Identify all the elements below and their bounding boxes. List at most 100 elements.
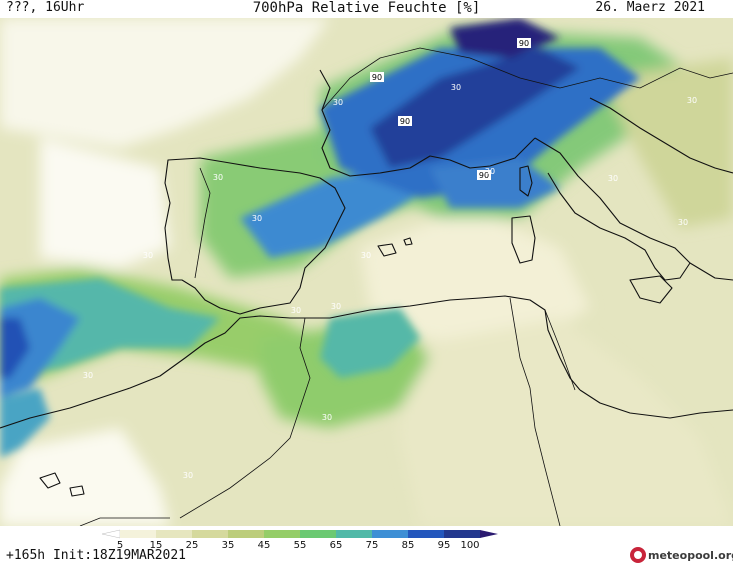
legend-swatch [444,530,481,538]
core-atlantic-dark [0,318,30,378]
brand-name: meteopool.org [648,548,733,562]
legend-swatch [372,530,409,538]
map-footer: 5 15 25 35 45 55 65 75 85 95 100 +165h Init:18Z19M… [0,526,733,566]
legend-swatch [264,530,301,538]
core-morocco-teal [320,308,420,378]
svg-text:90: 90 [372,73,382,82]
border-spain-portugal [194,167,211,279]
coast-canaries [39,472,85,497]
meteopool-logo[interactable]: meteopool.org [630,546,733,564]
coast-france [319,69,536,177]
legend-tick-label: 100 [460,540,479,551]
legend-tick-label: 75 [366,540,379,551]
coast-libya [579,389,733,419]
svg-text:30: 30 [485,167,495,176]
svg-text:30: 30 [252,214,262,223]
moist-belt-balkans [600,58,733,228]
legend-arrow-high [480,530,498,538]
svg-text:90: 90 [519,39,529,48]
svg-text:30: 30 [331,302,341,311]
legend-tick-label: 45 [258,540,271,551]
contour-labels: 90 90 90 90 30 30 30 30 30 30 30 30 30 3… [83,38,697,480]
legend-swatch [156,530,193,538]
legend-tick-label: 65 [330,540,343,551]
meteopool-icon [630,547,646,563]
coast-italy-heel [689,262,733,281]
contour-label: 30 [143,251,153,260]
color-legend: 5 15 25 35 45 55 65 75 85 95 100 [101,529,498,551]
dry-area-north-africa [400,318,733,526]
dry-area-north [0,18,330,148]
contour-label: 30 [687,96,697,105]
coastlines [0,69,733,497]
dry-area-atlantic [40,138,170,268]
legend-swatch [336,530,373,538]
coast-italy [534,137,691,281]
svg-text:90: 90 [400,117,410,126]
map-header: ???, 16Uhr 700hPa Relative Feuchte [%] 2… [0,0,733,18]
legend-tick-label: 5 [117,540,123,551]
svg-text:30: 30 [83,371,93,380]
coast-sardinia [511,215,536,264]
svg-text:30: 30 [608,174,618,183]
border-algeria-morocco [179,317,311,519]
contour-label: 30 [291,306,301,315]
svg-text:30: 30 [143,251,153,260]
coast-corsica [519,165,533,197]
dry-area-sahara-west [0,428,170,526]
contour-label: 90 [477,170,491,180]
forecast-date: 26. Maerz 2021 [595,0,705,15]
contour-label: 30 [333,98,343,107]
map-title: 700hPa Relative Feuchte [%] [252,0,481,16]
coast-north-africa [0,295,581,429]
core-atlantic-south [0,388,50,458]
legend-tick-label: 95 [438,540,451,551]
contour-label: 90 [370,72,384,82]
coast-adriatic [589,97,733,174]
svg-text:30: 30 [687,96,697,105]
core-iberia-blue [240,168,430,258]
legend-swatch [228,530,265,538]
legend-tick-label: 55 [294,540,307,551]
legend-ticks: 5 15 25 35 45 55 65 75 85 95 100 [117,540,480,551]
contour-label: 30 [361,251,371,260]
legend-arrow-low [101,529,121,539]
svg-text:30: 30 [322,413,332,422]
svg-text:30: 30 [213,173,223,182]
border-algeria-tunisia [509,297,561,526]
contour-label: 30 [322,413,332,422]
contour-label: 30 [451,83,461,92]
contour-label: 30 [252,214,262,223]
svg-text:30: 30 [451,83,461,92]
coast-balearics [377,237,413,257]
dry-area-med-south [360,208,590,348]
legend-swatch [408,530,445,538]
init-time: +165h Init:18Z19MAR2021 [6,548,187,563]
legend-tick-label: 15 [150,540,163,551]
contour-label: 90 [398,116,412,126]
border-tunisia-libya [544,309,576,391]
humidity-core [0,18,640,458]
svg-text:30: 30 [678,218,688,227]
core-europe-dark [370,48,580,168]
borders [79,47,733,526]
legend-tick-label: 85 [402,540,415,551]
border-europe [321,47,733,111]
contour-label: 30 [213,173,223,182]
legend-swatches [101,529,498,539]
contour-label: 30 [183,471,193,480]
contour-label: 30 [485,167,495,176]
legend-swatch [192,530,229,538]
svg-text:30: 30 [361,251,371,260]
contour-label: 30 [678,218,688,227]
legend-swatch [120,530,157,538]
svg-text:90: 90 [479,171,489,180]
contour-label: 30 [331,302,341,311]
legend-tick-label: 35 [222,540,235,551]
contour-label: 90 [517,38,531,48]
svg-text:30: 30 [291,306,301,315]
forecast-day-time: ???, 16Uhr [6,0,85,15]
contour-label: 30 [608,174,618,183]
legend-tick-label: 25 [186,540,199,551]
